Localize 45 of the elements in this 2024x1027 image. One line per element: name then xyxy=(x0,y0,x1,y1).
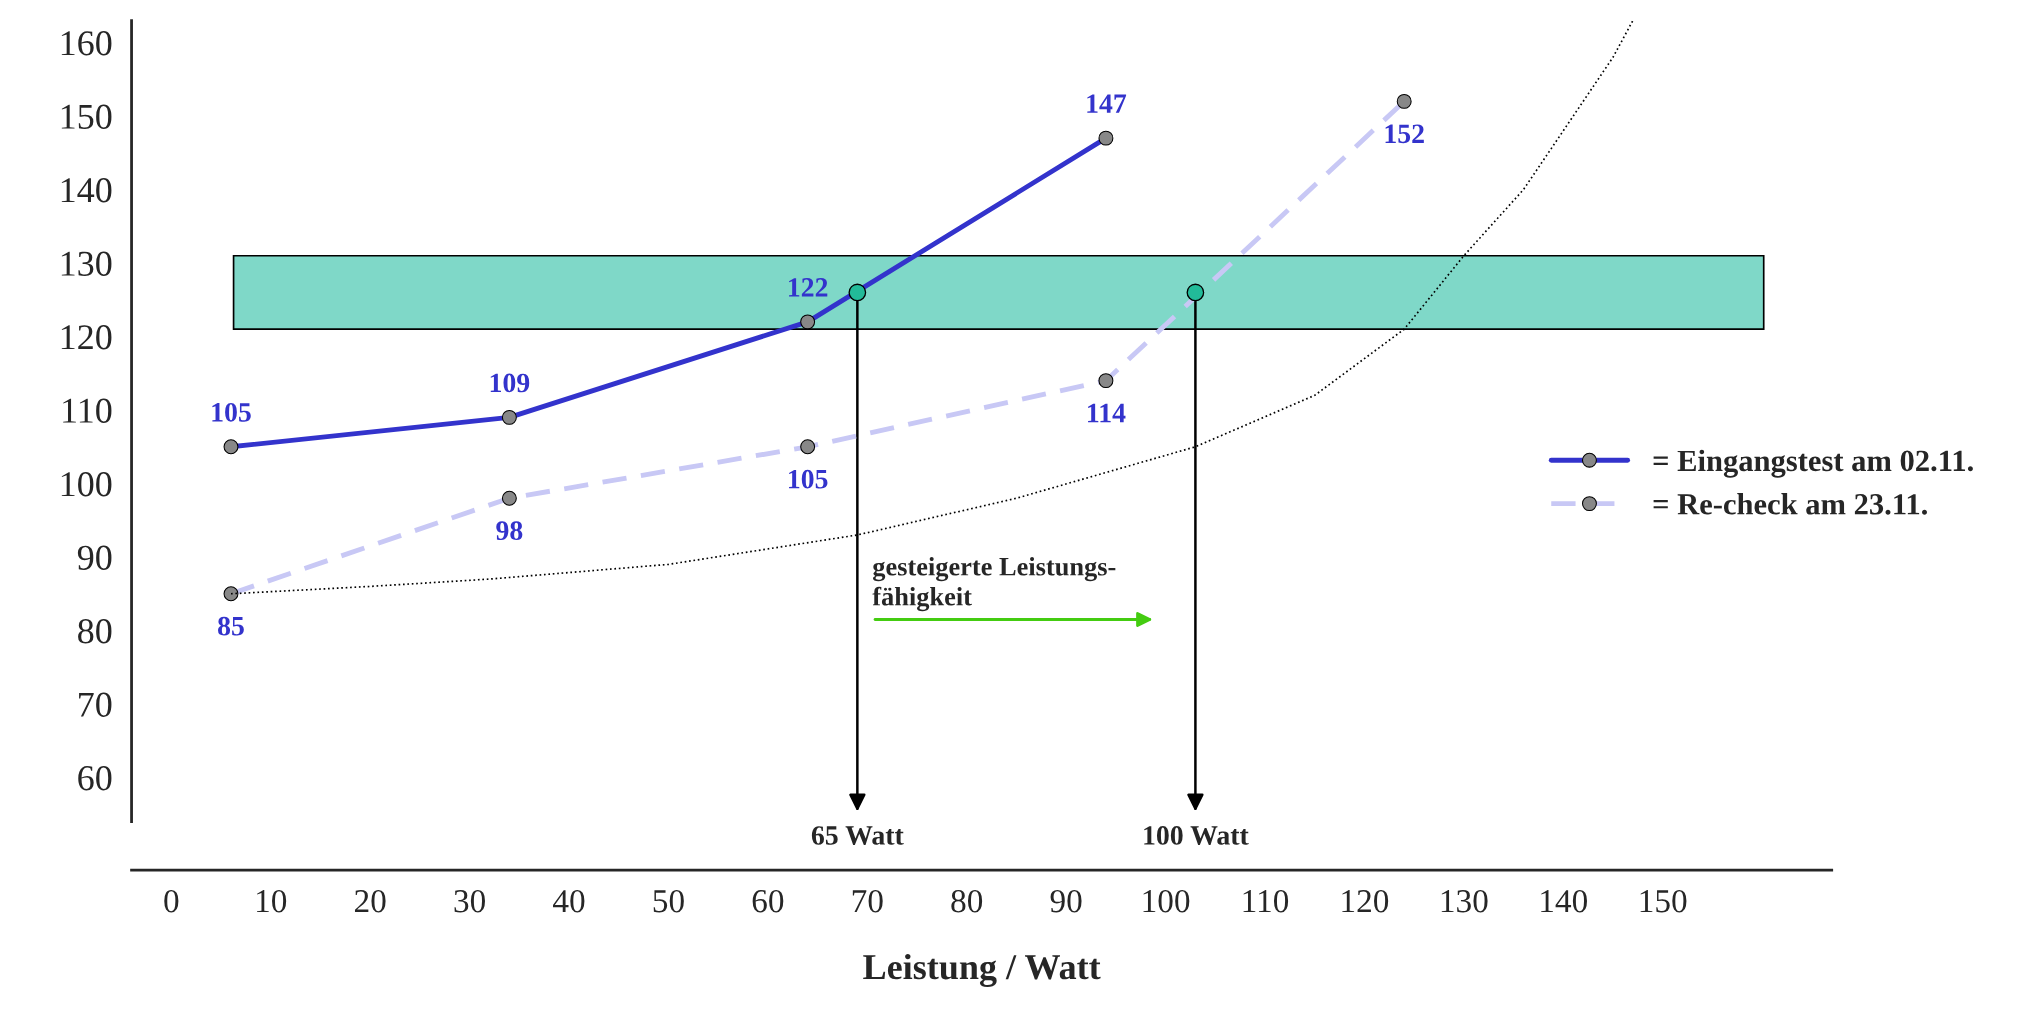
y-tick-label: 130 xyxy=(61,251,112,276)
x-tick-label: 0 xyxy=(164,889,179,913)
y-tick-label: 140 xyxy=(61,178,112,203)
legend-label: = Eingangstest am 02.11. xyxy=(1653,449,1973,478)
x-tick-label: 110 xyxy=(1243,889,1289,913)
data-label: 114 xyxy=(1088,403,1126,423)
x-tick-label: 40 xyxy=(553,889,585,913)
x-tick-label: 20 xyxy=(354,889,386,913)
annotation: gesteigerte Leistungs- fähigkeit xyxy=(872,557,1116,612)
data-label: 147 xyxy=(1087,94,1127,113)
data-label: 122 xyxy=(789,278,828,297)
point xyxy=(223,586,239,602)
y-tick-label: 100 xyxy=(61,472,112,497)
x-tick-label: 140 xyxy=(1541,889,1587,913)
annotation: 65 Watt xyxy=(811,826,904,845)
y-tick-label: 60 xyxy=(78,766,112,791)
point xyxy=(848,283,867,302)
y-tick-label: 70 xyxy=(79,692,112,717)
x-tick-label: 80 xyxy=(951,889,983,913)
x-tick-label: 120 xyxy=(1342,889,1389,913)
point xyxy=(1186,283,1205,302)
x-tick-label: 50 xyxy=(653,889,684,913)
data-label: 152 xyxy=(1385,124,1424,144)
x-tick-label: 10 xyxy=(257,889,287,913)
x-tick-label: 30 xyxy=(454,889,485,913)
y-tick-label: 110 xyxy=(63,398,112,423)
x-tick-label: 70 xyxy=(852,889,883,913)
x-tick-label: 60 xyxy=(752,889,784,913)
x-tick-label: 90 xyxy=(1050,889,1082,913)
y-tick-label: 90 xyxy=(77,545,112,570)
x-axis-title: Leistung / Watt xyxy=(863,953,1101,987)
x-tick-label: 150 xyxy=(1640,889,1687,913)
data-label: 109 xyxy=(490,373,530,393)
y-tick-label: 80 xyxy=(78,619,112,644)
x-tick-label: 100 xyxy=(1143,889,1190,913)
legend-label: = Re-check am 23.11. xyxy=(1653,493,1927,515)
data-label: 98 xyxy=(496,521,523,541)
data-label: 85 xyxy=(218,616,244,636)
data-label: 105 xyxy=(789,469,828,489)
x-tick-label: 130 xyxy=(1441,889,1488,913)
y-tick-label: 150 xyxy=(61,104,112,129)
y-tick-label: 120 xyxy=(61,325,112,350)
data-label: 105 xyxy=(212,402,251,422)
annotation: 100 Watt xyxy=(1144,826,1249,845)
y-tick-label: 160 xyxy=(61,31,112,56)
